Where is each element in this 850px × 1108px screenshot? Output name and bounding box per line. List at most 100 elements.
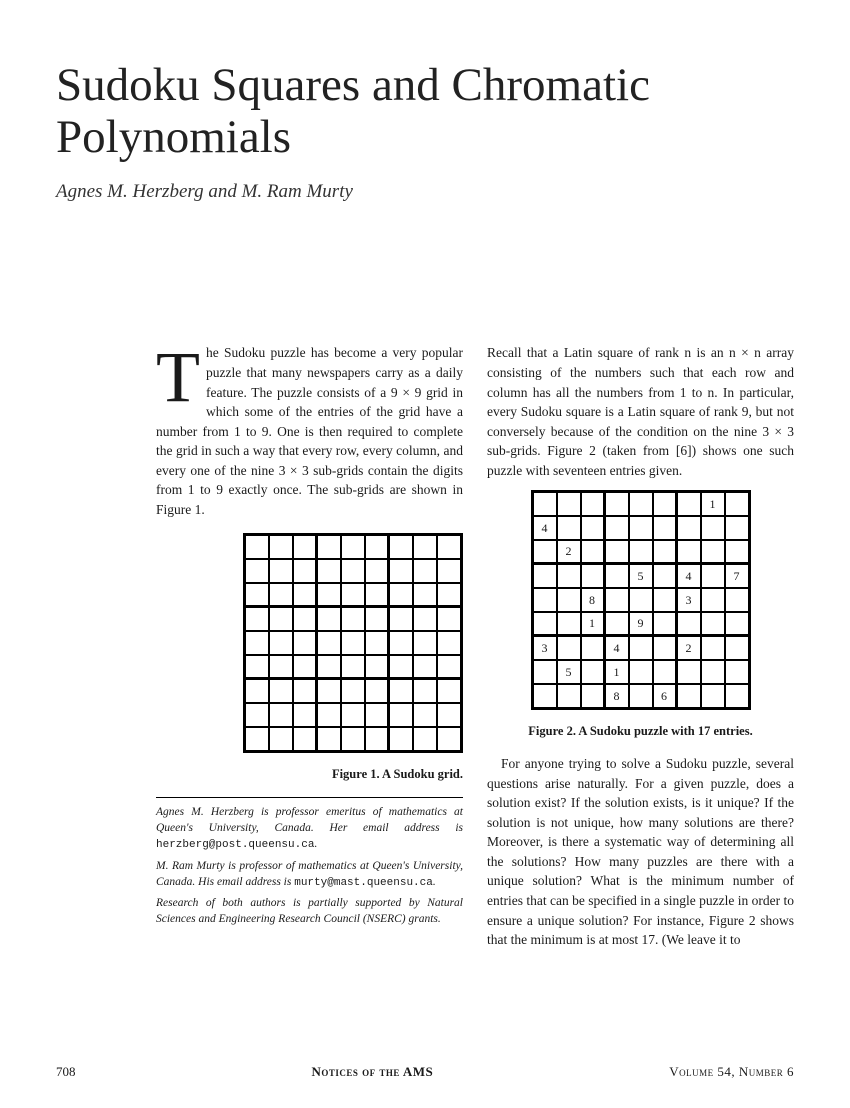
footnotes: Agnes M. Herzberg is professor emeritus … (156, 804, 463, 927)
sudoku-cell (437, 679, 461, 703)
sudoku-cell (365, 535, 389, 559)
sudoku-cell (581, 660, 605, 684)
sudoku-cell (629, 540, 653, 564)
sudoku-cell (533, 684, 557, 708)
sudoku-cell (317, 607, 341, 631)
sudoku-cell (293, 607, 317, 631)
sudoku-cell (341, 535, 365, 559)
sudoku-cell: 4 (533, 516, 557, 540)
sudoku-cell: 3 (677, 588, 701, 612)
sudoku-cell (581, 636, 605, 660)
sudoku-cell (317, 583, 341, 607)
sudoku-cell (365, 703, 389, 727)
sudoku-cell (701, 588, 725, 612)
sudoku-cell (389, 727, 413, 751)
intro-paragraph: The Sudoku puzzle has become a very popu… (156, 343, 463, 519)
footnote-1: Agnes M. Herzberg is professor emeritus … (156, 804, 463, 854)
sudoku-cell (365, 559, 389, 583)
volume-info: Volume 54, Number 6 (669, 1064, 794, 1080)
sudoku-cell (437, 727, 461, 751)
sudoku-cell (341, 703, 365, 727)
sudoku-cell (437, 607, 461, 631)
right-p1: Recall that a Latin square of rank n is … (487, 343, 794, 480)
sudoku-cell (653, 540, 677, 564)
sudoku-cell (269, 631, 293, 655)
sudoku-cell (653, 564, 677, 588)
sudoku-cell (557, 564, 581, 588)
footnote-2-email: murty@mast.queensu.ca (294, 877, 433, 889)
sudoku-cell (389, 703, 413, 727)
sudoku-cell (581, 564, 605, 588)
article-authors: Agnes M. Herzberg and M. Ram Murty (56, 181, 794, 203)
sudoku-cell: 5 (557, 660, 581, 684)
sudoku-cell (533, 540, 557, 564)
sudoku-cell (725, 492, 749, 516)
sudoku-cell (269, 607, 293, 631)
sudoku-cell (533, 588, 557, 612)
sudoku-cell (557, 636, 581, 660)
sudoku-cell (605, 564, 629, 588)
sudoku-cell (629, 636, 653, 660)
sudoku-cell (653, 516, 677, 540)
sudoku-cell (629, 492, 653, 516)
sudoku-cell (293, 535, 317, 559)
right-p2: For anyone trying to solve a Sudoku puzz… (487, 754, 794, 950)
sudoku-cell (245, 559, 269, 583)
sudoku-cell: 7 (725, 564, 749, 588)
journal-name: Notices of the AMS (311, 1064, 433, 1080)
left-column: The Sudoku puzzle has become a very popu… (56, 343, 463, 949)
sudoku-cell: 8 (581, 588, 605, 612)
dropcap: T (156, 343, 206, 408)
sudoku-cell (365, 631, 389, 655)
sudoku-cell (557, 588, 581, 612)
footnote-3: Research of both authors is partially su… (156, 895, 463, 927)
sudoku-cell (725, 684, 749, 708)
sudoku-cell (341, 559, 365, 583)
sudoku-cell (269, 679, 293, 703)
sudoku-cell (701, 660, 725, 684)
figure-1-caption: Figure 1. A Sudoku grid. (156, 765, 463, 783)
sudoku-cell (269, 559, 293, 583)
sudoku-cell (413, 607, 437, 631)
sudoku-cell (533, 564, 557, 588)
sudoku-cell (533, 612, 557, 636)
sudoku-cell (701, 516, 725, 540)
sudoku-cell (413, 703, 437, 727)
sudoku-cell (437, 655, 461, 679)
sudoku-cell (317, 727, 341, 751)
sudoku-cell (365, 655, 389, 679)
sudoku-cell: 2 (677, 636, 701, 660)
sudoku-cell: 3 (533, 636, 557, 660)
sudoku-cell (677, 612, 701, 636)
sudoku-cell (437, 703, 461, 727)
sudoku-cell (269, 727, 293, 751)
sudoku-cell (317, 631, 341, 655)
two-column-body: The Sudoku puzzle has become a very popu… (56, 343, 794, 949)
sudoku-cell: 5 (629, 564, 653, 588)
sudoku-cell (269, 655, 293, 679)
sudoku-cell (341, 607, 365, 631)
sudoku-cell (629, 588, 653, 612)
sudoku-cell (413, 535, 437, 559)
sudoku-cell (701, 612, 725, 636)
sudoku-cell (677, 660, 701, 684)
sudoku-cell (293, 679, 317, 703)
sudoku-cell (557, 492, 581, 516)
sudoku-cell: 1 (605, 660, 629, 684)
sudoku-cell (413, 727, 437, 751)
sudoku-cell (245, 583, 269, 607)
sudoku-cell (293, 559, 317, 583)
sudoku-cell (389, 583, 413, 607)
sudoku-cell (245, 703, 269, 727)
sudoku-cell (629, 516, 653, 540)
sudoku-cell (437, 559, 461, 583)
footnote-2: M. Ram Murty is professor of mathematics… (156, 858, 463, 891)
sudoku-cell (389, 655, 413, 679)
sudoku-cell (725, 588, 749, 612)
sudoku-cell (677, 516, 701, 540)
sudoku-cell (317, 535, 341, 559)
sudoku-cell: 1 (581, 612, 605, 636)
sudoku-cell (605, 516, 629, 540)
sudoku-cell (389, 607, 413, 631)
figure-1: Figure 1. A Sudoku grid. (156, 533, 463, 783)
